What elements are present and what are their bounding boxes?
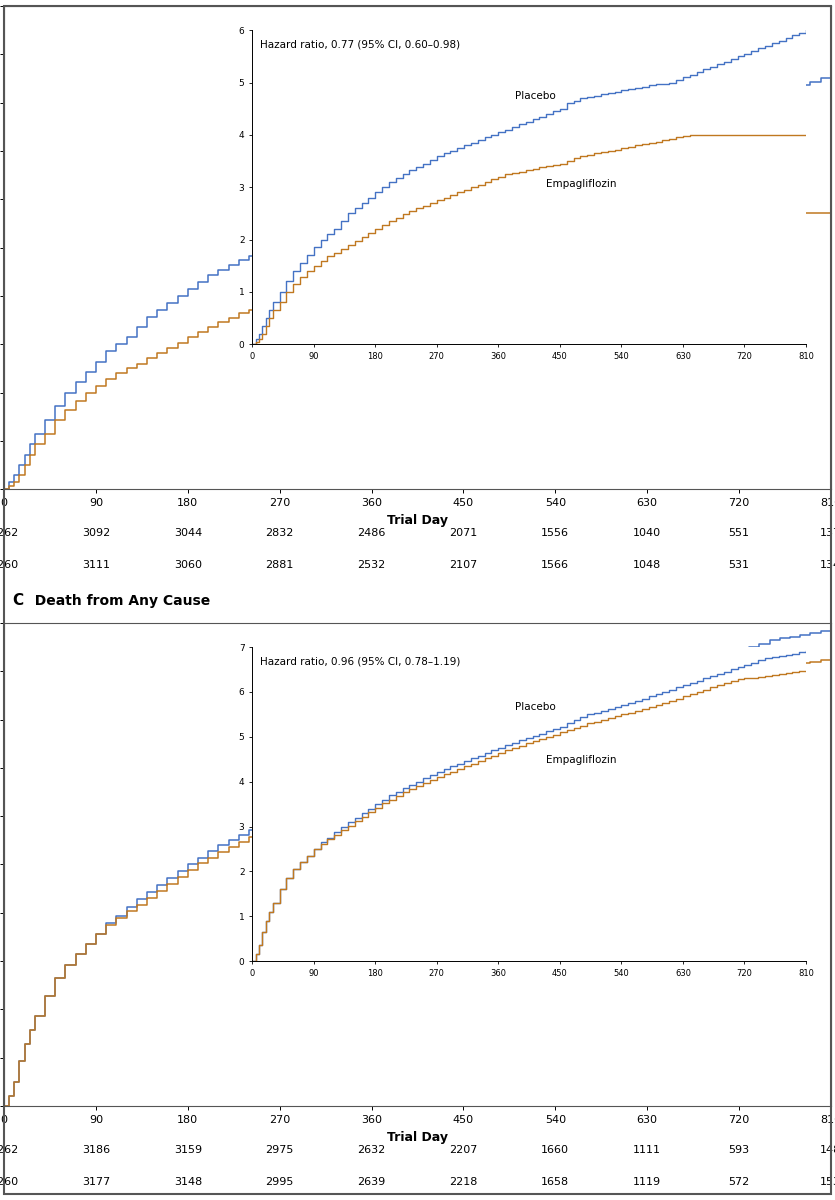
Text: Death from Any Cause: Death from Any Cause — [25, 594, 210, 608]
Text: 1048: 1048 — [633, 560, 661, 570]
Text: 134: 134 — [820, 560, 835, 570]
Text: 3260: 3260 — [0, 560, 18, 570]
Text: 1556: 1556 — [541, 528, 569, 539]
Text: 3111: 3111 — [82, 560, 110, 570]
X-axis label: Trial Day: Trial Day — [387, 514, 448, 527]
Text: 572: 572 — [728, 1177, 750, 1187]
Text: 593: 593 — [728, 1145, 750, 1156]
Text: 3262: 3262 — [0, 528, 18, 539]
Text: 2639: 2639 — [357, 1177, 386, 1187]
Text: 2881: 2881 — [266, 560, 294, 570]
Text: 2071: 2071 — [449, 528, 478, 539]
Text: 3044: 3044 — [174, 528, 202, 539]
Text: 1119: 1119 — [633, 1177, 661, 1187]
Text: C: C — [13, 593, 23, 608]
Text: 3186: 3186 — [82, 1145, 110, 1156]
Text: 3092: 3092 — [82, 528, 110, 539]
Text: 1111: 1111 — [633, 1145, 661, 1156]
Text: 3177: 3177 — [82, 1177, 110, 1187]
Text: 1040: 1040 — [633, 528, 661, 539]
Text: 137: 137 — [820, 528, 835, 539]
Text: 2975: 2975 — [266, 1145, 294, 1156]
Text: 2995: 2995 — [266, 1177, 294, 1187]
Text: 3260: 3260 — [0, 1177, 18, 1187]
Text: 148: 148 — [820, 1145, 835, 1156]
Text: 551: 551 — [728, 528, 750, 539]
Text: 2532: 2532 — [357, 560, 386, 570]
Text: 1658: 1658 — [541, 1177, 569, 1187]
Text: 1660: 1660 — [541, 1145, 569, 1156]
Text: 2207: 2207 — [449, 1145, 478, 1156]
Text: 2486: 2486 — [357, 528, 386, 539]
Text: 2832: 2832 — [266, 528, 294, 539]
Text: 3159: 3159 — [174, 1145, 202, 1156]
X-axis label: Trial Day: Trial Day — [387, 1130, 448, 1144]
Text: 2632: 2632 — [357, 1145, 386, 1156]
Text: 1566: 1566 — [541, 560, 569, 570]
Text: 153: 153 — [820, 1177, 835, 1187]
Text: 2107: 2107 — [449, 560, 478, 570]
Text: 2218: 2218 — [449, 1177, 478, 1187]
Text: 3148: 3148 — [174, 1177, 202, 1187]
Text: 3060: 3060 — [174, 560, 202, 570]
Text: 3262: 3262 — [0, 1145, 18, 1156]
Text: 531: 531 — [728, 560, 750, 570]
